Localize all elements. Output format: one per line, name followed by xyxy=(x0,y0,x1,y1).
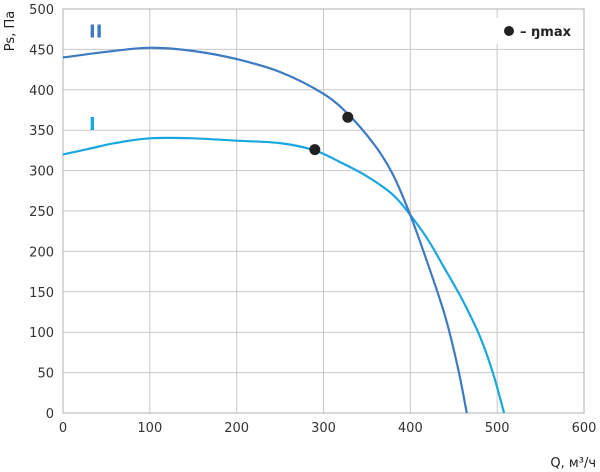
y-tick-label: 350 xyxy=(29,124,54,139)
y-tick-labels: 0 50 100 150 200 250 300 350 400 450 500 xyxy=(29,3,54,422)
x-tick-label: 500 xyxy=(485,421,510,436)
eta-max-point-II xyxy=(342,111,354,123)
y-tick-label: 50 xyxy=(37,367,54,382)
y-tick-label: 150 xyxy=(29,286,54,301)
x-tick-label: 0 xyxy=(59,421,67,436)
y-axis-title: Ps, Па xyxy=(3,11,18,51)
series-line-I xyxy=(62,136,506,414)
x-tick-label: 200 xyxy=(224,421,249,436)
y-tick-label: 250 xyxy=(29,205,54,220)
series-label-I: I xyxy=(89,114,96,135)
plot-frame xyxy=(62,8,585,414)
y-tick-label: 200 xyxy=(29,245,54,260)
y-tick-label: 0 xyxy=(46,407,54,422)
y-tick-label: 300 xyxy=(29,165,54,180)
series-label-II: II xyxy=(89,21,102,42)
x-tick-label: 300 xyxy=(311,421,336,436)
grid xyxy=(63,9,584,413)
series-layer: III xyxy=(62,21,506,414)
legend: – ŋmax xyxy=(496,18,580,44)
y-tick-label: 450 xyxy=(29,43,54,58)
y-tick-label: 400 xyxy=(29,84,54,99)
y-tick-label: 100 xyxy=(29,326,54,341)
x-tick-label: 400 xyxy=(398,421,423,436)
x-tick-label: 100 xyxy=(137,421,162,436)
x-tick-label: 600 xyxy=(572,421,597,436)
eta-max-point-I xyxy=(309,144,321,156)
y-tick-label: 500 xyxy=(29,3,54,18)
series-line-II xyxy=(62,46,468,414)
x-tick-labels: 0 100 200 300 400 500 600 xyxy=(59,421,597,436)
legend-eta-max-label: – ŋmax xyxy=(520,25,572,40)
legend-eta-max-marker xyxy=(504,26,514,36)
x-axis-title: Q, м³/ч xyxy=(550,456,596,471)
